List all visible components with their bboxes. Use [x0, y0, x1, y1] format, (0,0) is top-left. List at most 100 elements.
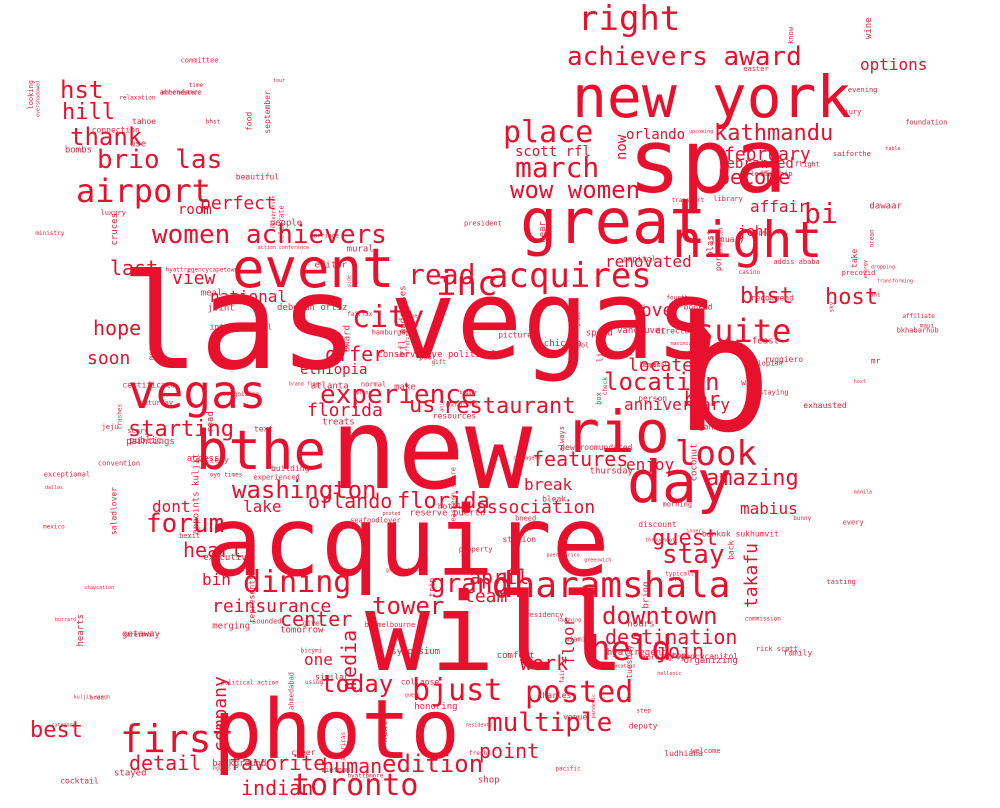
small-word: comfort — [497, 651, 535, 661]
small-word: mr — [871, 357, 881, 366]
small-word: represents — [248, 575, 257, 623]
small-word: staying — [759, 388, 789, 396]
small-word: connection — [92, 126, 140, 135]
word-posted: posted — [525, 675, 633, 710]
small-word: burrard — [55, 617, 76, 623]
word-held: held — [590, 629, 672, 669]
word-first: first — [120, 717, 234, 761]
small-word: bkhabarhub — [897, 326, 939, 334]
small-word: special — [755, 230, 781, 237]
word-destination: destination — [605, 625, 737, 649]
small-word: casino — [739, 269, 761, 276]
small-word: hotels — [438, 502, 467, 511]
word-one: one — [304, 650, 333, 669]
word-scott-rfl: scott rfl — [515, 144, 591, 160]
word-place: place — [503, 115, 593, 150]
small-word: side — [346, 275, 352, 287]
small-word: fresh — [469, 750, 487, 757]
small-word: recommend — [751, 293, 795, 302]
word-vegas-2: vegas — [128, 365, 266, 419]
small-word: table — [886, 146, 901, 152]
word-suite: suite — [695, 312, 791, 350]
small-word: committee — [181, 57, 219, 65]
small-word: venue — [563, 712, 587, 721]
small-word: hours — [627, 620, 654, 630]
word-restaurant: restaurant — [443, 394, 575, 419]
word-read: read — [408, 258, 475, 291]
word-dont: dont — [152, 497, 191, 516]
word-best: best — [30, 718, 83, 743]
small-word: deputy — [629, 721, 658, 730]
small-word: puerto rico — [547, 553, 580, 559]
small-word: posted — [383, 511, 401, 517]
small-word: ethiopian — [745, 359, 783, 367]
small-word: dropping — [871, 264, 895, 270]
small-word: tomorrow — [280, 626, 324, 636]
small-word: bexit — [179, 532, 200, 540]
small-word: host — [854, 379, 866, 385]
small-word: always — [558, 426, 566, 451]
small-word: jeju — [102, 423, 119, 431]
small-word: public — [129, 436, 162, 446]
word-kathmandu: kathmandu — [714, 121, 833, 146]
small-word: cartagena — [513, 455, 540, 461]
word-orlando: orlando — [308, 489, 392, 513]
small-word: celebration — [271, 195, 277, 228]
word-indian: indian — [241, 776, 313, 800]
small-word: wayne — [402, 313, 417, 319]
small-word: oyo times — [210, 472, 243, 479]
word-features: features — [532, 447, 628, 471]
small-word: jury — [845, 108, 862, 116]
word-takafu: takafu — [741, 543, 762, 608]
small-word: eastern shore — [450, 467, 458, 522]
small-word: icarus — [460, 402, 478, 408]
small-word: honoring — [414, 702, 457, 712]
small-word: manchester — [162, 90, 199, 97]
small-word: much — [446, 402, 458, 408]
word-favorite: favorite — [229, 751, 325, 775]
small-word: station — [502, 535, 536, 544]
word-reinsurance: reinsurance — [212, 596, 331, 617]
small-word: evening — [848, 86, 878, 94]
small-word: international — [641, 304, 647, 343]
word-april: april — [469, 565, 529, 589]
small-word: mural — [347, 244, 374, 254]
small-word: check — [602, 377, 609, 395]
small-word: pictures — [498, 331, 537, 340]
small-word: ruggiero — [765, 355, 804, 364]
small-word: president — [464, 220, 502, 228]
word-toronto: toronto — [292, 768, 418, 803]
small-word: wine — [864, 17, 874, 39]
small-word: blast — [706, 230, 716, 257]
small-word: affiliate — [902, 313, 935, 320]
small-word: executive — [203, 553, 252, 563]
word-achievers-award: achievers award — [567, 42, 802, 72]
small-word: reserve puerto — [410, 508, 486, 518]
small-word: pool — [419, 354, 436, 362]
word-amazing: amazing — [706, 466, 799, 491]
word-john: john — [738, 224, 772, 240]
small-word: text — [254, 425, 273, 434]
small-word: exceptional — [44, 470, 90, 478]
small-word: saiforthe — [833, 150, 871, 158]
word-photo: photo — [213, 683, 460, 778]
small-word: bicymi — [301, 647, 323, 654]
small-word: january — [710, 235, 744, 244]
small-word: food — [245, 112, 254, 131]
word-right: right — [578, 0, 680, 39]
word-forum: forum — [146, 509, 224, 539]
small-word: library — [713, 195, 743, 203]
small-word: bring — [642, 582, 652, 609]
small-word: convention — [98, 460, 140, 468]
word-human: human — [322, 754, 382, 778]
word-anniversary: anniversary — [624, 395, 730, 414]
small-word: seafoodlover — [350, 517, 401, 525]
small-word: building — [271, 464, 310, 473]
small-word: light — [595, 338, 604, 362]
small-word: addis ababa — [773, 258, 819, 266]
small-word: inner — [686, 529, 701, 535]
small-word: celebrate — [277, 205, 285, 243]
small-word: flight — [795, 160, 820, 168]
small-word: transforming — [877, 278, 913, 284]
